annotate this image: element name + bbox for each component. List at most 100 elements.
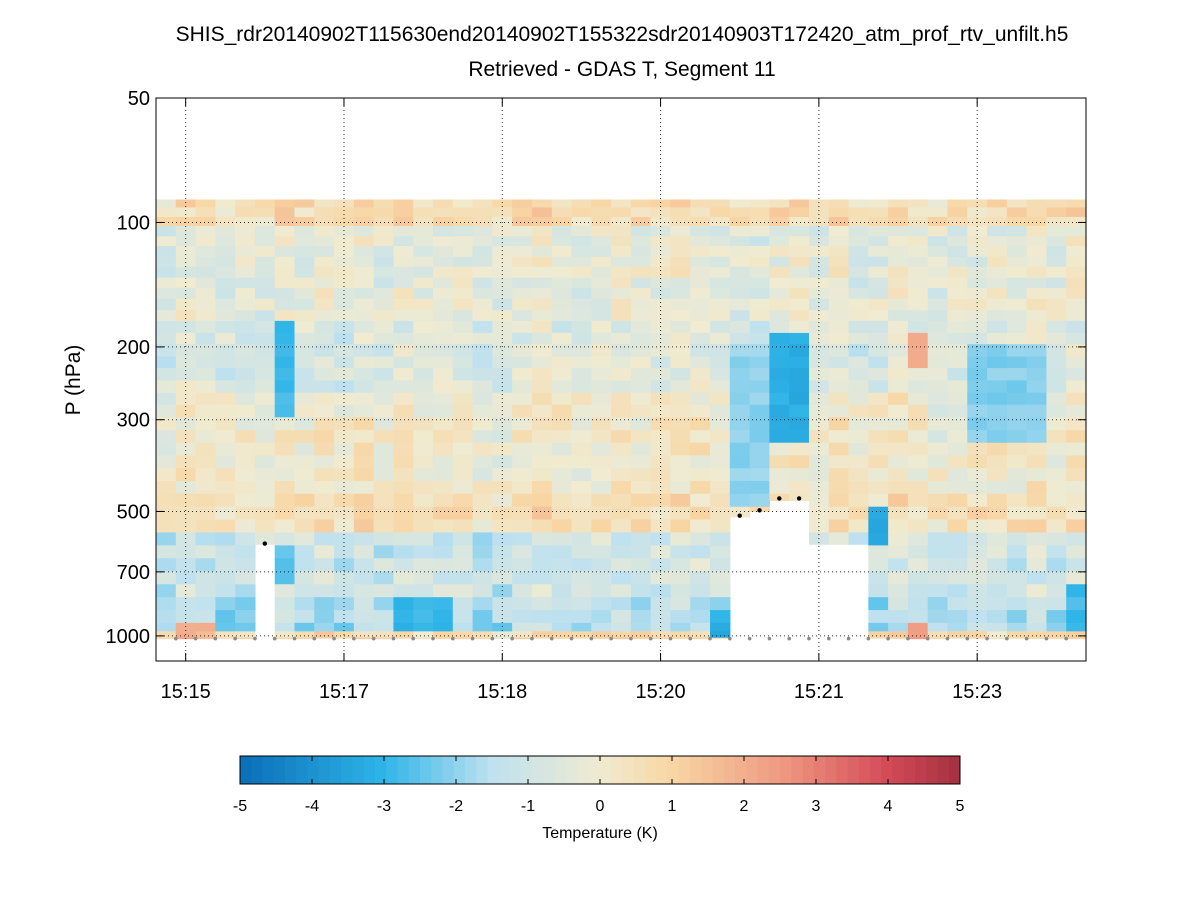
heatmap-cell <box>353 266 375 279</box>
heatmap-cell <box>175 245 197 258</box>
heatmap-cell <box>710 545 731 559</box>
heatmap-cell <box>828 442 850 457</box>
heatmap-cell <box>670 506 691 521</box>
surface-marker <box>431 636 435 641</box>
heatmap-cell <box>947 226 968 237</box>
heatmap-cell <box>710 266 731 279</box>
heatmap-cell <box>433 622 454 632</box>
heatmap-cell <box>156 404 177 418</box>
heatmap-cell <box>531 631 553 639</box>
heatmap-cell <box>828 506 850 521</box>
heatmap-cell <box>156 532 177 546</box>
heatmap-cell <box>927 404 949 418</box>
heatmap-cell <box>591 199 612 209</box>
heatmap-cell <box>907 368 929 381</box>
heatmap-cell <box>334 430 355 444</box>
heatmap-cell <box>868 344 889 358</box>
heatmap-cell <box>907 332 929 345</box>
heatmap-cell <box>373 442 395 457</box>
heatmap-cell <box>215 493 236 508</box>
heatmap-cell <box>591 610 612 624</box>
surface-marker <box>985 636 989 641</box>
heatmap-cell <box>947 493 968 508</box>
heatmap-cell <box>1006 287 1028 300</box>
surface-marker <box>767 636 772 641</box>
heatmap-cell <box>512 455 533 469</box>
heatmap-cell <box>373 245 395 258</box>
heatmap-cell <box>373 277 395 289</box>
heatmap-cell <box>215 417 236 431</box>
heatmap-cell <box>175 216 197 227</box>
heatmap-cell <box>195 430 216 444</box>
heatmap-cell <box>195 506 216 521</box>
heatmap-cell <box>789 277 810 289</box>
heatmap-cell <box>987 277 1008 289</box>
heatmap-cell <box>512 404 533 418</box>
heatmap-cell <box>393 356 414 369</box>
heatmap-cell <box>551 506 573 521</box>
heatmap-cell <box>1006 256 1028 268</box>
heatmap-cell <box>551 266 573 279</box>
heatmap-cell <box>967 236 988 247</box>
heatmap-cell <box>373 532 395 546</box>
heatmap-cell <box>987 532 1008 546</box>
heatmap-cell <box>591 404 612 418</box>
heatmap-cell <box>274 584 296 598</box>
heatmap-cell <box>650 430 672 444</box>
heatmap-cell <box>591 558 612 572</box>
heatmap-cell <box>1026 392 1048 406</box>
heatmap-cell <box>551 545 573 559</box>
heatmap-cell <box>433 344 454 358</box>
heatmap-cell <box>413 637 434 640</box>
heatmap-cell <box>452 455 474 469</box>
heatmap-cell <box>373 584 395 598</box>
heatmap-cell <box>452 631 474 639</box>
heatmap-cell <box>591 298 612 311</box>
heatmap-cell <box>314 610 335 624</box>
colorbar-swatch <box>420 756 432 784</box>
heatmap-cell <box>591 468 612 482</box>
heatmap-cell <box>531 493 553 508</box>
heatmap-cell <box>433 545 454 559</box>
heatmap-cell <box>512 622 533 632</box>
heatmap-cell <box>571 199 592 209</box>
heatmap-cell <box>888 266 909 279</box>
heatmap-cell <box>235 199 256 209</box>
heatmap-cell <box>393 344 414 358</box>
heatmap-cell <box>433 558 454 572</box>
heatmap-cell <box>1046 532 1067 546</box>
heatmap-cell <box>1006 545 1028 559</box>
heatmap-cell <box>551 298 573 311</box>
heatmap-cell <box>769 216 790 227</box>
heatmap-cell <box>967 226 988 237</box>
heatmap-cell <box>254 455 276 469</box>
heatmap-cell <box>393 226 414 237</box>
heatmap-cell <box>235 320 256 334</box>
heatmap-cell <box>551 493 573 508</box>
heatmap-cell <box>987 216 1008 227</box>
heatmap-cell <box>433 610 454 624</box>
heatmap-cell <box>472 344 493 358</box>
heatmap-cell <box>868 320 889 334</box>
heatmap-cell <box>531 430 553 444</box>
heatmap-cell <box>749 332 771 345</box>
heatmap-cell <box>591 245 612 258</box>
heatmap-cell <box>1006 506 1028 521</box>
y-tick-label: 300 <box>117 410 150 432</box>
heatmap-cell <box>492 199 513 209</box>
heatmap-cell <box>808 216 830 227</box>
heatmap-cell <box>591 236 612 247</box>
heatmap-cell <box>868 493 889 508</box>
heatmap-cell <box>235 332 256 345</box>
heatmap-cell <box>413 558 434 572</box>
heatmap-cell <box>848 226 869 237</box>
heatmap-cell <box>868 226 889 237</box>
heatmap-cell <box>215 584 236 598</box>
heatmap-cell <box>373 199 395 209</box>
heatmap-cell <box>294 380 315 394</box>
heatmap-cell <box>888 298 909 311</box>
heatmap-cell <box>353 245 375 258</box>
heatmap-cell <box>789 216 810 227</box>
